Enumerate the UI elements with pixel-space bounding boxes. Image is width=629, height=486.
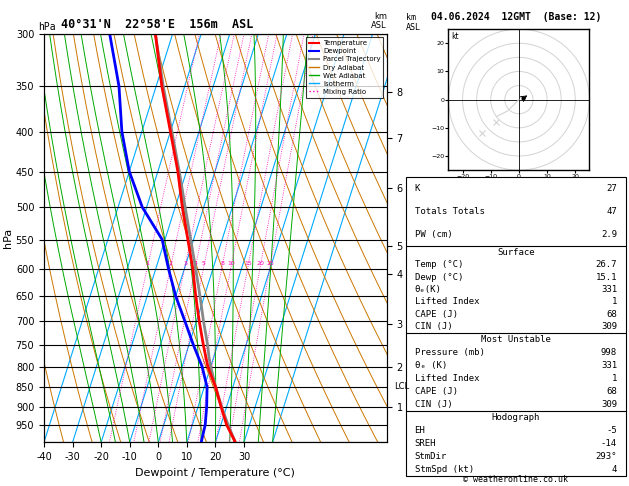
Text: 68: 68 [606, 310, 617, 319]
Text: Temp (°C): Temp (°C) [415, 260, 463, 269]
Legend: Temperature, Dewpoint, Parcel Trajectory, Dry Adiabat, Wet Adiabat, Isotherm, Mi: Temperature, Dewpoint, Parcel Trajectory… [306, 37, 383, 98]
X-axis label: Dewpoint / Temperature (°C): Dewpoint / Temperature (°C) [135, 468, 296, 478]
Text: StmSpd (kt): StmSpd (kt) [415, 465, 474, 474]
Text: θₑ (K): θₑ (K) [415, 361, 447, 370]
Text: 309: 309 [601, 399, 617, 409]
Text: 2.9: 2.9 [601, 230, 617, 239]
Text: 15: 15 [244, 261, 252, 266]
Text: SREH: SREH [415, 439, 436, 448]
Text: 998: 998 [601, 348, 617, 357]
Text: 8: 8 [220, 261, 224, 266]
Text: hPa: hPa [38, 21, 55, 32]
Text: 5: 5 [202, 261, 206, 266]
Text: km
ASL: km ASL [371, 12, 387, 30]
Text: 10: 10 [227, 261, 235, 266]
Text: 04.06.2024  12GMT  (Base: 12): 04.06.2024 12GMT (Base: 12) [431, 12, 601, 22]
Text: 20: 20 [257, 261, 264, 266]
Text: CAPE (J): CAPE (J) [415, 386, 457, 396]
Text: 26.7: 26.7 [596, 260, 617, 269]
Text: 4: 4 [611, 465, 617, 474]
Text: Totals Totals: Totals Totals [415, 207, 484, 216]
Text: Lifted Index: Lifted Index [415, 374, 479, 382]
Y-axis label: hPa: hPa [3, 228, 13, 248]
Text: -5: -5 [606, 426, 617, 435]
Text: kt: kt [451, 32, 459, 41]
Text: StmDir: StmDir [415, 452, 447, 461]
Text: 15.1: 15.1 [596, 273, 617, 281]
Text: Surface: Surface [497, 248, 535, 257]
Text: PW (cm): PW (cm) [415, 230, 452, 239]
Text: 293°: 293° [596, 452, 617, 461]
Text: EH: EH [415, 426, 425, 435]
Text: 40°31'N  22°58'E  156m  ASL: 40°31'N 22°58'E 156m ASL [61, 18, 253, 32]
Text: CIN (J): CIN (J) [415, 399, 452, 409]
Text: 331: 331 [601, 285, 617, 294]
Text: 331: 331 [601, 361, 617, 370]
Text: -14: -14 [601, 439, 617, 448]
Text: 309: 309 [601, 322, 617, 331]
Text: 25: 25 [266, 261, 274, 266]
Text: K: K [415, 184, 420, 193]
Text: Lifted Index: Lifted Index [415, 297, 479, 306]
Text: 1: 1 [611, 297, 617, 306]
Text: Hodograph: Hodograph [492, 413, 540, 421]
Text: LCL: LCL [394, 382, 409, 391]
Text: θₑ(K): θₑ(K) [415, 285, 442, 294]
Text: Most Unstable: Most Unstable [481, 335, 551, 344]
Text: km
ASL: km ASL [406, 13, 421, 32]
Text: 3: 3 [183, 261, 187, 266]
Text: 1: 1 [611, 374, 617, 382]
Text: Dewp (°C): Dewp (°C) [415, 273, 463, 281]
Text: 68: 68 [606, 386, 617, 396]
Text: 1: 1 [146, 261, 150, 266]
Text: 4: 4 [194, 261, 198, 266]
Text: 27: 27 [606, 184, 617, 193]
Text: © weatheronline.co.uk: © weatheronline.co.uk [464, 474, 568, 484]
Text: 2: 2 [169, 261, 173, 266]
Text: CIN (J): CIN (J) [415, 322, 452, 331]
Text: 47: 47 [606, 207, 617, 216]
Text: Pressure (mb): Pressure (mb) [415, 348, 484, 357]
Text: CAPE (J): CAPE (J) [415, 310, 457, 319]
